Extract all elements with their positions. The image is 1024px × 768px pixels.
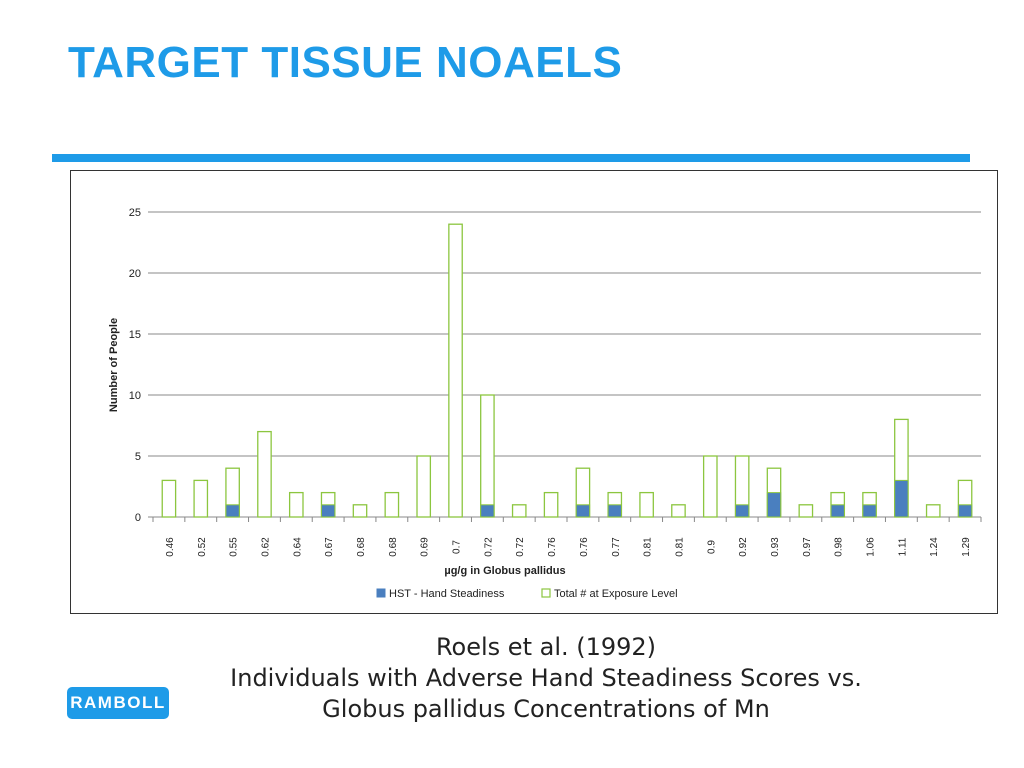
x-tick-label: 0.68 <box>388 537 399 557</box>
x-tick-label: 0.64 <box>292 537 303 557</box>
caption-citation: Roels et al. (1992) <box>435 633 657 661</box>
x-tick-label: 1.29 <box>961 537 972 557</box>
bar-hst <box>575 504 591 518</box>
x-tick-label: 0.93 <box>770 537 781 557</box>
x-tick-label: 0.68 <box>356 537 367 557</box>
x-tick-label: 0.76 <box>547 537 558 557</box>
legend-label-hst: HST - Hand Steadiness <box>389 588 505 600</box>
bar-total <box>448 223 463 518</box>
bar-total <box>702 455 718 518</box>
x-tick-label: 0.7 <box>452 540 463 554</box>
x-tick-label: 0.9 <box>706 540 717 554</box>
x-tick-label: 0.92 <box>738 537 749 557</box>
bar-total <box>543 491 559 518</box>
x-tick-label: 1.24 <box>929 537 940 557</box>
x-tick-label: 0.69 <box>420 537 431 557</box>
y-tick-label: 5 <box>135 451 141 463</box>
bar-total <box>352 504 368 518</box>
bar-hst <box>830 504 845 518</box>
bar-total <box>671 504 686 518</box>
y-tick-label: 20 <box>129 268 141 280</box>
x-tick-label: 1.11 <box>897 537 908 556</box>
legend-swatch-hst <box>376 588 386 598</box>
x-tick-label: 0.46 <box>165 537 176 557</box>
slide-title: TARGET TISSUE NOAELS <box>68 38 623 87</box>
title-divider <box>52 154 970 162</box>
x-tick-label: 0.76 <box>579 537 590 557</box>
y-axis-label: Number of People <box>108 318 120 412</box>
x-tick-label: 0.97 <box>802 537 813 557</box>
x-tick-label: 0.67 <box>324 537 335 557</box>
bar-total <box>798 504 814 518</box>
x-tick-label: 0.55 <box>229 537 240 557</box>
x-tick-label: 0.98 <box>834 537 845 557</box>
legend-swatch-total <box>541 588 551 598</box>
legend-label-total: Total # at Exposure Level <box>554 588 678 600</box>
y-tick-label: 25 <box>129 207 141 219</box>
ramboll-logo: RAMBOLL <box>67 687 169 719</box>
caption-description-line2: Globus pallidus Concentrations of Mn <box>322 695 770 723</box>
bar-total <box>480 394 495 518</box>
bar-total <box>511 504 527 518</box>
bar-hst <box>320 504 336 518</box>
bar-hst <box>480 504 495 518</box>
bar-hst <box>225 504 240 518</box>
x-tick-label: 0.52 <box>197 537 208 557</box>
bar-total <box>639 491 654 518</box>
bar-hst <box>607 504 622 518</box>
bar-hst <box>957 504 973 518</box>
bar-total <box>257 430 272 518</box>
x-tick-label: 0.81 <box>643 537 654 557</box>
y-tick-label: 15 <box>129 329 141 341</box>
bar-total <box>925 504 941 518</box>
chart-frame: 0 5 10 15 20 25 0.46 0.52 0.55 0.62 0.64 0.67 0.68 0.… <box>70 170 998 614</box>
x-tick-label: 0.77 <box>611 537 622 557</box>
x-tick-label: 0.81 <box>674 537 685 557</box>
bar-hst <box>862 504 877 518</box>
bar-total <box>384 491 400 518</box>
x-tick-label: 0.72 <box>515 537 526 557</box>
bar-hst <box>894 479 909 518</box>
x-axis-label: µg/g in Globus pallidus <box>444 565 565 577</box>
x-tick-label: 0.72 <box>483 537 494 557</box>
caption-description-line1: Individuals with Adverse Hand Steadiness… <box>230 664 862 692</box>
x-tick-label: 0.62 <box>260 537 271 557</box>
bar-total <box>288 491 304 518</box>
y-tick-label: 0 <box>135 512 141 524</box>
bar-hst <box>734 504 750 518</box>
bar-chart: 0 5 10 15 20 25 0.46 0.52 0.55 0.62 0.64 0.67 0.68 0.… <box>108 207 982 600</box>
bar-hst <box>766 492 782 518</box>
bar-total <box>161 479 177 518</box>
y-tick-label: 10 <box>129 390 141 402</box>
bar-total <box>416 455 432 518</box>
x-tick-label: 1.06 <box>866 537 877 557</box>
bar-total <box>193 479 209 518</box>
